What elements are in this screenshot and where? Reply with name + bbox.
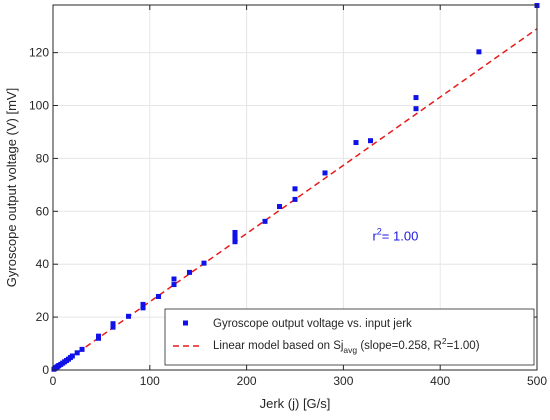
data-point xyxy=(262,218,268,224)
data-point xyxy=(171,276,177,282)
legend-entry-line: Linear model based on Sjavg (slope=0.258… xyxy=(213,336,480,355)
data-point xyxy=(413,95,419,101)
legend-entry-line-suffix: =1.00) xyxy=(447,340,480,352)
data-point xyxy=(232,239,238,245)
grid-lines xyxy=(52,5,538,371)
data-point xyxy=(95,333,101,339)
y-tick-label: 20 xyxy=(36,310,50,324)
data-point xyxy=(186,269,192,275)
legend-entry-line-prefix: Linear model based on Sj xyxy=(213,340,343,352)
x-axis-label: Jerk (j) [G/s] xyxy=(260,396,331,411)
legend-entry-line-sup: 2 xyxy=(442,336,447,346)
r-squared-annotation-value: = 1.00 xyxy=(382,228,419,243)
data-point xyxy=(476,49,482,55)
data-point xyxy=(140,305,146,311)
data-point xyxy=(353,140,359,146)
data-point xyxy=(110,321,116,327)
r-squared-annotation: r2= 1.00 xyxy=(372,226,418,243)
data-point xyxy=(292,186,298,192)
legend-entry-line-mid: (slope=0.258, R xyxy=(357,340,442,352)
data-point xyxy=(232,229,238,235)
data-point xyxy=(413,106,419,112)
legend-entry-line-sub: avg xyxy=(343,345,357,355)
data-point xyxy=(110,324,116,330)
axis-ticks xyxy=(52,5,538,371)
legend-marker-scatter xyxy=(183,320,188,326)
legend-box xyxy=(164,308,535,366)
x-tick-label: 400 xyxy=(430,374,450,388)
x-tick-label: 100 xyxy=(140,374,160,388)
plot-frame xyxy=(52,4,538,371)
fit-line xyxy=(52,28,538,371)
data-point xyxy=(232,235,238,241)
data-point xyxy=(126,313,132,319)
x-tick-label: 0 xyxy=(50,374,57,388)
data-point xyxy=(156,293,162,299)
legend: Gyroscope output voltage vs. input jerk … xyxy=(164,308,535,366)
y-tick-label: 80 xyxy=(36,151,50,165)
data-point xyxy=(277,204,283,210)
data-point xyxy=(74,350,80,356)
x-tick-label: 200 xyxy=(237,374,257,388)
r-squared-annotation-base: r xyxy=(372,228,377,243)
x-tick-label: 300 xyxy=(333,374,353,388)
y-tick-label: 100 xyxy=(29,99,49,113)
y-tick-label: 120 xyxy=(29,46,49,60)
data-point xyxy=(171,282,177,288)
x-tick-labels: 0 100 200 300 400 500 xyxy=(50,374,548,388)
legend-entry-scatter: Gyroscope output voltage vs. input jerk xyxy=(213,318,412,330)
y-tick-label: 40 xyxy=(36,257,50,271)
data-point xyxy=(69,353,75,359)
y-tick-labels: 0 20 40 60 80 100 120 xyxy=(29,46,49,377)
data-point xyxy=(368,138,374,144)
data-point xyxy=(322,170,328,176)
fit-line-group xyxy=(52,28,538,371)
data-point xyxy=(79,346,85,352)
data-point xyxy=(140,301,146,307)
data-point xyxy=(292,196,298,202)
x-tick-label: 500 xyxy=(527,374,547,388)
r-squared-annotation-sup: 2 xyxy=(377,226,382,236)
data-point xyxy=(201,260,207,266)
y-tick-label: 0 xyxy=(42,363,49,377)
y-tick-label: 60 xyxy=(36,204,50,218)
y-axis-label: Gyroscope output voltage (V) [mV] xyxy=(4,88,19,287)
data-point xyxy=(232,232,238,238)
